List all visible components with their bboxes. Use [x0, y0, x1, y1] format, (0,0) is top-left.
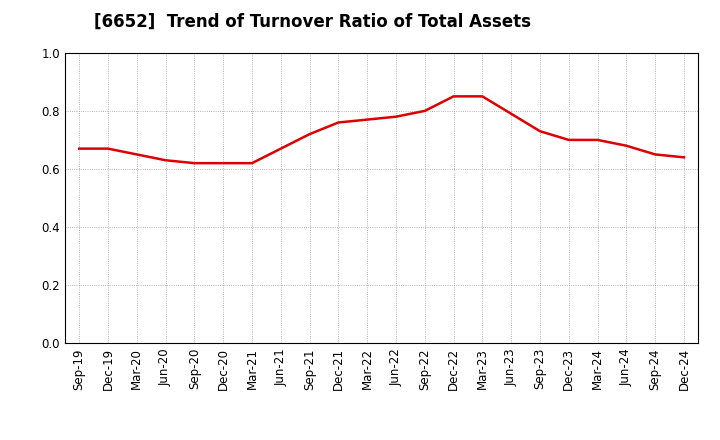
Text: [6652]  Trend of Turnover Ratio of Total Assets: [6652] Trend of Turnover Ratio of Total … — [94, 13, 531, 31]
